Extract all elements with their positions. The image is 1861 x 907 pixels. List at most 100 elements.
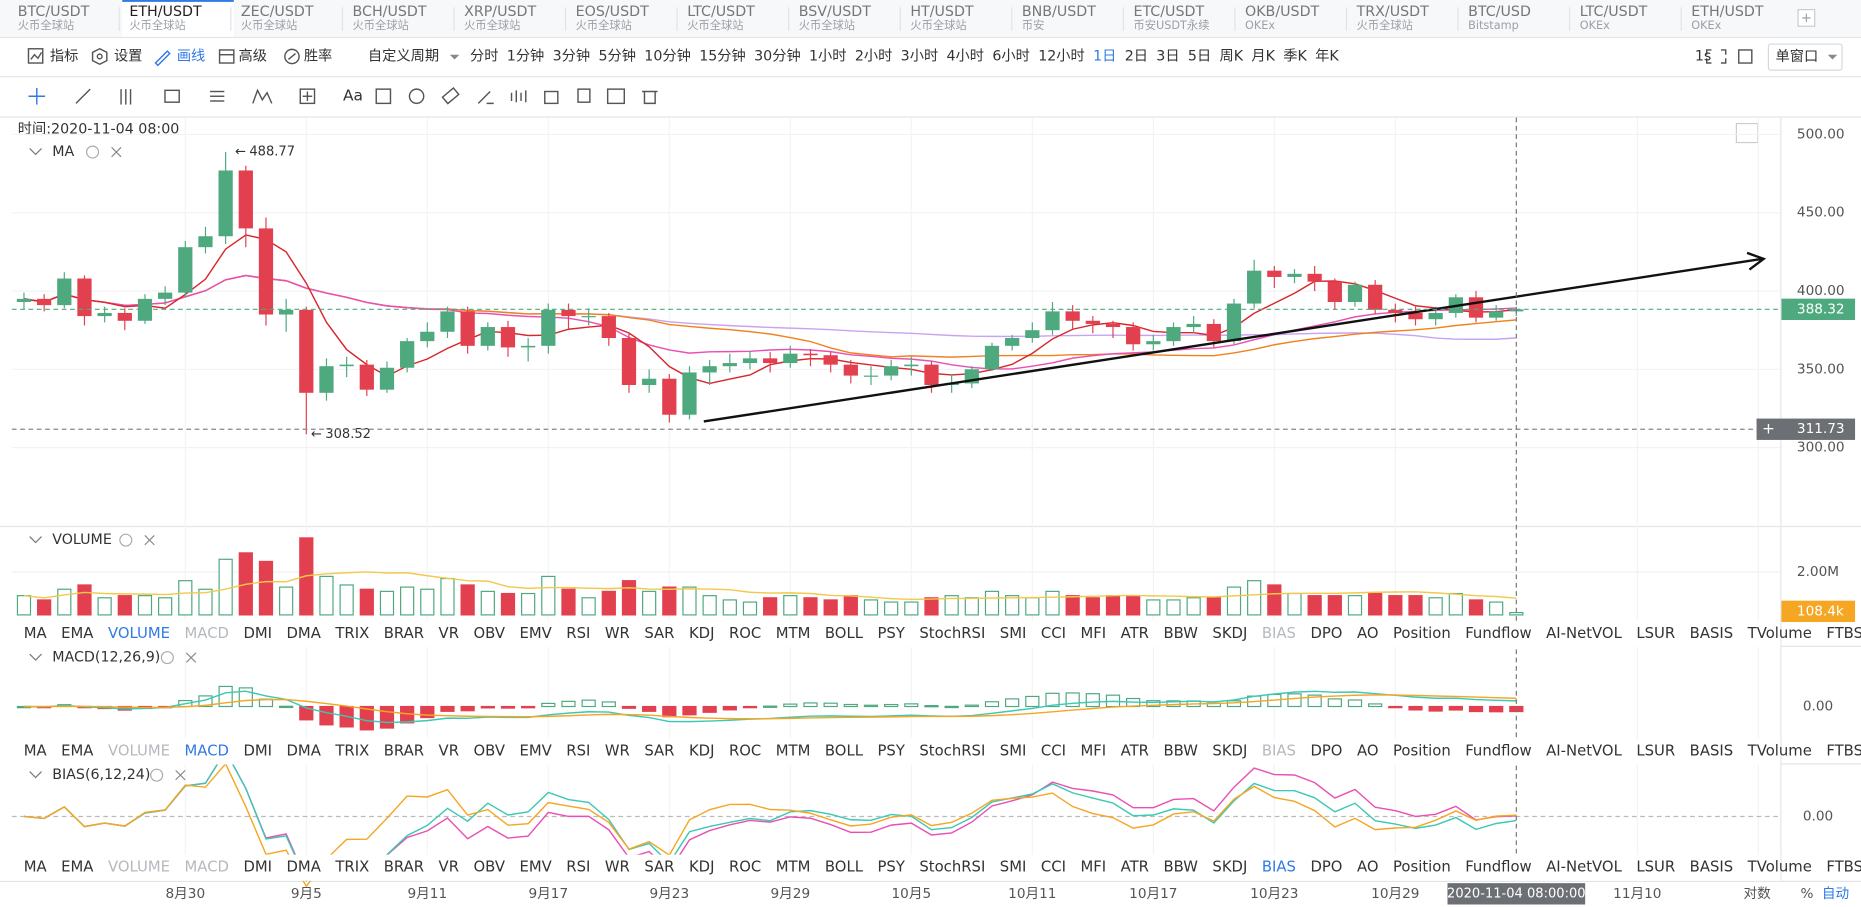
- indicator-button[interactable]: MTM: [776, 625, 811, 642]
- indicator-button[interactable]: DMA: [287, 742, 322, 759]
- indicator-button[interactable]: LSUR: [1636, 625, 1675, 642]
- tab-pair[interactable]: LTC/USDT: [1580, 4, 1648, 20]
- indicator-button[interactable]: KDJ: [689, 625, 715, 642]
- indicator-button[interactable]: WR: [605, 625, 630, 642]
- tab-pair[interactable]: BTC/USD: [1468, 4, 1531, 20]
- tab-pair[interactable]: XRP/USDT: [464, 4, 536, 20]
- indicator-button[interactable]: BRAR: [384, 859, 424, 876]
- indicator-button[interactable]: FTBS: [1826, 742, 1861, 759]
- indicator-button[interactable]: EMA: [61, 742, 94, 759]
- indicator-button[interactable]: PSY: [877, 625, 905, 642]
- indicator-button[interactable]: EMV: [520, 859, 553, 876]
- indicator-button[interactable]: PSY: [877, 742, 905, 759]
- indicator-button[interactable]: ATR: [1121, 742, 1149, 759]
- toolbar-button[interactable]: 胜率: [304, 47, 332, 64]
- period-button[interactable]: 季K: [1283, 47, 1307, 64]
- indicator-button[interactable]: WR: [605, 742, 630, 759]
- indicator-button[interactable]: BRAR: [384, 625, 424, 642]
- expand-pane[interactable]: [1735, 122, 1759, 144]
- settings-icon[interactable]: [150, 768, 164, 782]
- toolbar-button[interactable]: 指标: [50, 47, 78, 64]
- indicator-button[interactable]: DMA: [287, 859, 322, 876]
- indicator-button[interactable]: BASIS: [1690, 625, 1734, 642]
- close-icon[interactable]: [144, 534, 155, 546]
- indicator-button[interactable]: BASIS: [1690, 742, 1734, 759]
- indicator-button[interactable]: ROC: [729, 859, 761, 876]
- indicator-button[interactable]: EMV: [520, 742, 553, 759]
- period-button[interactable]: 1分钟: [507, 47, 545, 64]
- indicator-button[interactable]: VOLUME: [108, 742, 170, 759]
- indicator-button[interactable]: LSUR: [1636, 742, 1675, 759]
- indicator-button[interactable]: SMI: [1000, 625, 1027, 642]
- indicator-button[interactable]: StochRSI: [919, 742, 985, 759]
- indicator-button[interactable]: MFI: [1080, 859, 1106, 876]
- tab-pair[interactable]: BSV/USDT: [799, 4, 871, 20]
- tab-exchange[interactable]: 币安USDT永续: [1133, 18, 1209, 32]
- period-button[interactable]: 1小时: [809, 47, 847, 64]
- indicator-button[interactable]: MFI: [1080, 742, 1106, 759]
- indicator-button[interactable]: OBV: [473, 859, 505, 876]
- period-button[interactable]: 12小时: [1038, 47, 1085, 64]
- indicator-button[interactable]: BRAR: [384, 742, 424, 759]
- tab-pair[interactable]: ETC/USDT: [1133, 4, 1204, 20]
- tab-exchange[interactable]: Bitstamp: [1468, 19, 1519, 32]
- add-tab[interactable]: [1797, 9, 1816, 27]
- indicator-button[interactable]: Position: [1393, 625, 1451, 642]
- indicator-button[interactable]: BBW: [1163, 625, 1198, 642]
- period-button[interactable]: 30分钟: [754, 47, 801, 64]
- indicator-button[interactable]: SAR: [644, 742, 674, 759]
- indicator-button[interactable]: DPO: [1310, 742, 1342, 759]
- tab-exchange[interactable]: 火币全球站: [352, 18, 408, 32]
- tab-exchange[interactable]: 火币全球站: [241, 18, 297, 32]
- indicator-button[interactable]: DMI: [243, 625, 272, 642]
- period-button[interactable]: 月K: [1251, 48, 1275, 64]
- indicator-button[interactable]: ROC: [729, 625, 761, 642]
- tab-pair[interactable]: ETH/USDT: [1691, 4, 1764, 20]
- indicator-button[interactable]: CCI: [1041, 859, 1066, 876]
- indicator-button[interactable]: MA: [24, 742, 48, 759]
- indicator-button[interactable]: DMI: [243, 859, 272, 876]
- tab-exchange[interactable]: 火币全球站: [576, 18, 632, 32]
- indicator-button[interactable]: SMI: [1000, 859, 1027, 876]
- period-button[interactable]: 2小时: [855, 47, 893, 64]
- scale-option[interactable]: 对数: [1744, 886, 1772, 902]
- indicator-button[interactable]: Fundflow: [1465, 859, 1531, 876]
- indicator-button[interactable]: StochRSI: [919, 859, 985, 876]
- tab-pair[interactable]: ZEC/USDT: [241, 4, 314, 20]
- indicator-button[interactable]: MTM: [776, 859, 811, 876]
- tab-exchange[interactable]: 火币全球站: [799, 18, 855, 32]
- period-button[interactable]: 周K: [1220, 48, 1244, 64]
- tab-exchange[interactable]: 火币全球站: [18, 18, 74, 32]
- indicator-button[interactable]: BASIS: [1690, 859, 1734, 876]
- indicator-button[interactable]: TRIX: [334, 742, 369, 759]
- indicator-button[interactable]: TVolume: [1747, 625, 1812, 642]
- indicator-button[interactable]: VR: [439, 859, 459, 876]
- period-button[interactable]: 3分钟: [553, 47, 591, 64]
- period-button[interactable]: 4小时: [947, 47, 985, 64]
- indicator-button[interactable]: SKDJ: [1212, 742, 1247, 759]
- tab-pair[interactable]: BCH/USDT: [352, 4, 426, 20]
- indicator-button[interactable]: RSI: [566, 625, 590, 642]
- indicator-button[interactable]: BOLL: [825, 859, 864, 876]
- indicator-button[interactable]: TRIX: [334, 625, 369, 642]
- text-tool[interactable]: Aa: [343, 87, 363, 105]
- indicator-button[interactable]: AO: [1357, 859, 1379, 876]
- collapse-caret[interactable]: [29, 148, 42, 156]
- indicator-button[interactable]: OBV: [473, 742, 505, 759]
- tab-pair[interactable]: EOS/USDT: [576, 4, 649, 20]
- indicator-button[interactable]: TRIX: [334, 859, 369, 876]
- custom-period[interactable]: 自定义周期: [368, 47, 439, 64]
- crosshair-plus[interactable]: +: [1762, 420, 1775, 438]
- indicator-button[interactable]: VR: [439, 625, 459, 642]
- toolbar-button[interactable]: 设置: [114, 47, 142, 64]
- indicator-button[interactable]: AI-NetVOL: [1546, 742, 1622, 759]
- settings-icon[interactable]: [119, 533, 133, 547]
- tab-pair[interactable]: ETH/USDT: [129, 4, 202, 20]
- collapse-caret[interactable]: [29, 771, 42, 779]
- tab-pair[interactable]: BNB/USDT: [1022, 4, 1096, 20]
- window-mode[interactable]: 单窗口: [1776, 47, 1819, 65]
- indicator-button[interactable]: TVolume: [1747, 742, 1812, 759]
- indicator-button[interactable]: DPO: [1310, 625, 1342, 642]
- add-tab-icon[interactable]: +: [1801, 11, 1812, 26]
- tab-pair[interactable]: HT/USDT: [910, 4, 974, 20]
